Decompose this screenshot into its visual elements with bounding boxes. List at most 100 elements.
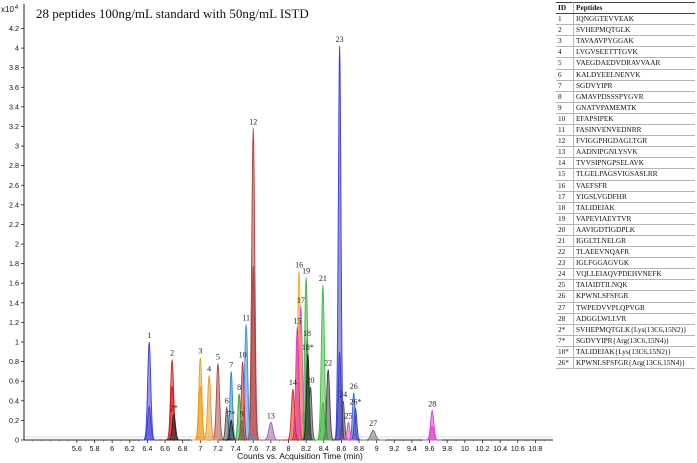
row-peptide: TALIDEIAK <box>573 202 695 214</box>
y-tick-label: 1 <box>15 338 19 347</box>
row-id: 18* <box>556 346 574 359</box>
y-tick-label: 4 <box>15 44 19 53</box>
x-tick-label: 10.6 <box>511 444 525 453</box>
row-peptide: SVHEPMQTGLK{Lys(13C6,15N2)} <box>573 323 695 336</box>
row-id: 4 <box>556 46 574 59</box>
x-tick-label: 6 <box>110 444 114 453</box>
table-row: 10 EFAPSIPEK <box>556 113 695 126</box>
table-row: 1 IQNGGTEVVEAK <box>556 13 695 26</box>
row-id: 24 <box>556 268 574 281</box>
row-id: 13 <box>556 146 574 159</box>
y-tick-label: 0.2 <box>9 416 19 425</box>
row-peptide: EFAPSIPEK <box>573 113 695 126</box>
peaks-layer <box>24 46 553 441</box>
row-peptide: VQLLEIAQVPDEHVNEFK <box>573 268 695 281</box>
row-id: 21 <box>556 235 574 248</box>
table-row: 8 GMAVPDSSSPYGVR <box>556 91 695 103</box>
peak-label-1: 1 <box>147 331 151 340</box>
x-tick-label: 6.2 <box>125 444 135 453</box>
row-peptide: IGGLTLNELGR <box>573 235 695 248</box>
table-row: 16 VAEFSFR <box>556 180 695 192</box>
peak-label-8: 8 <box>237 383 241 392</box>
row-id: 15 <box>556 168 574 181</box>
peak-14 <box>283 388 303 441</box>
peak-label-12: 12 <box>249 117 257 126</box>
peak-label-11: 11 <box>242 313 250 322</box>
x-tick-label: 7.2 <box>213 444 223 453</box>
row-id: 2 <box>556 24 574 37</box>
y-tick-label: 2.4 <box>9 200 19 209</box>
x-tick-label: 9 <box>375 444 379 453</box>
y-tick-label: 2.8 <box>9 161 19 170</box>
row-peptide: GMAVPDSSSPYGVR <box>573 91 695 103</box>
peak-label-3: 3 <box>198 347 202 356</box>
x-tick-label: 7.4 <box>231 444 241 453</box>
table-row: 18 TALIDEIAK <box>556 202 695 214</box>
x-tick-label: 9.4 <box>407 444 417 453</box>
peak-trace <box>313 401 333 441</box>
table-row: 23 IGLFGGAGVGK <box>556 257 695 270</box>
peptide-table-body: ID Peptides 1 IQNGGTEVVEAK 2 SVHEPMQTGLK 3 TA… <box>556 2 695 370</box>
x-tick-label: 10.8 <box>528 444 542 453</box>
row-peptide: IQNGGTEVVEAK <box>573 13 695 26</box>
peak-trace <box>422 425 442 441</box>
y-tick-label: 2 <box>15 240 19 249</box>
x-tick-label: 10.4 <box>493 444 507 453</box>
peak-label-14: 14 <box>289 378 297 387</box>
row-id: 6 <box>556 69 574 81</box>
row-id: 7* <box>556 335 574 347</box>
table-row: 22 TLAEEVNQAFR <box>556 246 695 259</box>
row-id: 22 <box>556 246 574 259</box>
chart-title: 28 peptides 100ng/mL standard with 50ng/… <box>36 6 309 21</box>
row-id: 11 <box>556 124 574 137</box>
x-tick-label: 10.2 <box>475 444 489 453</box>
table-row: 2 SVHEPMQTGLK <box>556 24 695 37</box>
row-id: 26 <box>556 290 574 303</box>
peak-label-7-istd: 7* <box>227 409 235 418</box>
table-row: 13 AADNIPGNLYSVK <box>556 146 695 159</box>
peak-label-26-istd: 26* <box>350 398 362 407</box>
table-row: 26 KPWNLSFSFGR <box>556 290 695 303</box>
table-row: 5 VAEGDAEDVDRAVVAAR <box>556 57 695 70</box>
x-tick-label: 5.6 <box>72 444 82 453</box>
peak-trace <box>191 386 210 441</box>
peak-trace <box>139 405 159 441</box>
y-tick-label: 3.8 <box>9 63 19 72</box>
table-row: 15 TLGELPAGSVIGSASLRR <box>556 168 695 181</box>
row-id: 14 <box>556 157 574 170</box>
x-tick-label: 9.2 <box>389 444 399 453</box>
row-id: 3 <box>556 35 574 48</box>
peak-label-20: 20 <box>307 376 315 385</box>
peak-2-istd <box>164 413 184 441</box>
table-row: 12 FVIGGPHGDAGLTGR <box>556 135 695 148</box>
y-tick-label: 0.4 <box>9 396 19 405</box>
peak-label-27: 27 <box>369 419 377 428</box>
row-id: 10 <box>556 113 574 126</box>
x-tick-label: 9.6 <box>425 444 435 453</box>
row-peptide: ADGGLWLLVR <box>573 313 695 325</box>
table-row: 18* TALIDEIAK{Lys(13C6,15N2)} <box>556 346 695 359</box>
y-tick-label: 3 <box>15 142 19 151</box>
table-row: 25 TAIAIDTILNQK <box>556 279 695 292</box>
table-row: 27 TWPEDVVPLQPVGR <box>556 302 695 314</box>
x-tick-label: 6.4 <box>142 444 152 453</box>
peak-label-5: 5 <box>216 353 220 362</box>
row-peptide: GNATVPAMEMTK <box>573 102 695 114</box>
x-tick-label: 7.6 <box>248 444 258 453</box>
row-id: 27 <box>556 302 574 314</box>
peak-label-9: 9 <box>240 409 244 418</box>
peak-label-19: 19 <box>302 266 310 275</box>
row-peptide: YIGSLVGDFHR <box>573 191 695 203</box>
peak-label-16: 16 <box>295 260 303 269</box>
peak-label-4: 4 <box>207 364 211 373</box>
y-tick-label: 4.2 <box>9 24 19 33</box>
y-tick-label: 1.8 <box>9 259 19 268</box>
row-peptide: TWPEDVVPLQPVGR <box>573 302 695 314</box>
row-id: 5 <box>556 57 574 70</box>
y-tick-label: 0 <box>15 436 19 445</box>
row-peptide: TAVAAVPYGGAK <box>573 35 695 48</box>
row-peptide: KALDYEELNENVK <box>573 69 695 81</box>
y-multiplier-label: x104 <box>1 5 19 14</box>
peak-label-23: 23 <box>336 35 344 44</box>
row-peptide: FVIGGPHGDAGLTGR <box>573 135 695 148</box>
